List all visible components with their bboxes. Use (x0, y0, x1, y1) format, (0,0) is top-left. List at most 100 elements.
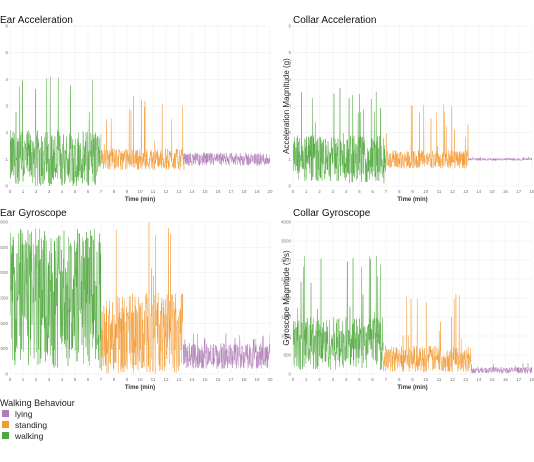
y-tick-label: 3 (288, 104, 291, 109)
series-lying (470, 362, 532, 374)
chart-ear-gyro: 0500100015002000250030000123456789101112… (0, 208, 273, 391)
x-tick-label: 18 (241, 189, 247, 194)
series-walking (293, 255, 384, 371)
legend-swatch-lying (2, 410, 9, 417)
y-tick-label: 1500 (0, 296, 8, 301)
y-tick-label: 500 (283, 353, 291, 358)
x-tick-label: 14 (476, 189, 482, 194)
x-tick-label: 14 (189, 377, 195, 382)
x-tick-label: 13 (463, 189, 469, 194)
x-tick-label: 11 (151, 189, 156, 194)
y-tick-label: 6 (5, 24, 8, 29)
x-tick-label: 15 (490, 377, 496, 382)
x-tick-label: 16 (503, 189, 509, 194)
x-tick-label: 7 (385, 189, 388, 194)
x-tick-label: 13 (176, 189, 182, 194)
legend-label: lying (15, 408, 33, 419)
x-tick-label: 5 (74, 189, 77, 194)
y-tick-label: 0 (288, 372, 291, 377)
x-tick-label: 14 (476, 377, 482, 382)
x-tick-label: 6 (371, 377, 374, 382)
series-lying (182, 333, 270, 369)
x-tick-label: 14 (189, 189, 195, 194)
x-tick-label: 16 (503, 377, 509, 382)
y-tick-label: 0 (288, 184, 291, 189)
x-axis-label: Time (min) (125, 197, 155, 203)
y-tick-label: 1000 (0, 321, 8, 326)
legend-label: standing (15, 419, 48, 430)
x-tick-label: 4 (61, 189, 64, 194)
legend-swatch-walking (2, 432, 9, 439)
x-tick-label: 1 (22, 189, 25, 194)
y-tick-label: 2500 (281, 277, 292, 282)
x-tick-label: 2 (318, 377, 321, 382)
x-tick-label: 13 (463, 377, 469, 382)
y-tick-label: 5 (5, 50, 8, 55)
chart-title: Collar Gyroscope (293, 208, 371, 219)
x-tick-label: 2 (35, 189, 38, 194)
y-tick-label: 500 (0, 346, 8, 351)
x-tick-label: 5 (358, 189, 361, 194)
x-tick-label: 1 (22, 377, 25, 382)
y-tick-label: 2500 (0, 245, 8, 250)
y-axis-label: Acceleration Magnitude (g) (282, 58, 291, 154)
x-tick-label: 9 (126, 377, 129, 382)
y-tick-label: 6 (288, 24, 291, 29)
x-tick-label: 12 (450, 377, 456, 382)
x-tick-label: 6 (87, 189, 90, 194)
x-tick-label: 15 (202, 377, 208, 382)
x-tick-label: 3 (48, 189, 51, 194)
x-tick-label: 3 (48, 377, 51, 382)
x-tick-label: 0 (9, 377, 12, 382)
x-tick-label: 18 (241, 377, 247, 382)
series-standing (100, 96, 185, 171)
x-tick-label: 0 (292, 377, 295, 382)
x-tick-label: 1 (305, 189, 308, 194)
x-tick-label: 8 (113, 377, 116, 382)
y-axis-label: Gyroscope Magnitude (°/s) (282, 250, 291, 346)
y-tick-label: 3 (5, 104, 8, 109)
x-tick-label: 10 (423, 189, 429, 194)
x-tick-label: 17 (516, 377, 522, 382)
x-tick-label: 17 (228, 189, 234, 194)
y-tick-label: 2000 (0, 270, 8, 275)
x-tick-label: 11 (437, 189, 442, 194)
x-tick-label: 10 (137, 377, 143, 382)
y-tick-label: 0 (5, 184, 8, 189)
x-tick-label: 7 (100, 377, 103, 382)
series-standing (383, 293, 472, 373)
legend: Walking Behaviour lying standing walking (0, 398, 75, 441)
x-tick-label: 8 (398, 189, 401, 194)
x-axis-label: Time (min) (397, 385, 427, 391)
chart-title: Collar Acceleration (293, 15, 376, 26)
legend-item-standing: standing (2, 419, 75, 430)
x-tick-label: 9 (411, 377, 414, 382)
legend-item-lying: lying (2, 408, 75, 419)
x-tick-label: 0 (9, 189, 12, 194)
x-tick-label: 4 (345, 189, 348, 194)
x-tick-label: 11 (437, 377, 442, 382)
y-tick-label: 4000 (281, 220, 292, 225)
y-tick-label: 3000 (281, 258, 292, 263)
y-tick-label: 2 (288, 130, 291, 135)
x-tick-label: 4 (61, 377, 64, 382)
y-tick-label: 4 (288, 77, 291, 82)
x-tick-label: 9 (411, 189, 414, 194)
x-tick-label: 13 (176, 377, 182, 382)
series-walking (293, 87, 387, 184)
x-tick-label: 11 (151, 377, 156, 382)
x-tick-label: 12 (450, 189, 456, 194)
x-tick-label: 20 (267, 189, 273, 194)
y-tick-label: 1000 (281, 334, 292, 339)
x-tick-label: 9 (126, 189, 129, 194)
series-standing (100, 222, 184, 374)
x-tick-label: 18 (529, 189, 534, 194)
x-tick-label: 6 (87, 377, 90, 382)
x-tick-label: 0 (292, 189, 295, 194)
series-standing (385, 104, 469, 169)
x-tick-label: 7 (100, 189, 103, 194)
x-tick-label: 7 (385, 377, 388, 382)
